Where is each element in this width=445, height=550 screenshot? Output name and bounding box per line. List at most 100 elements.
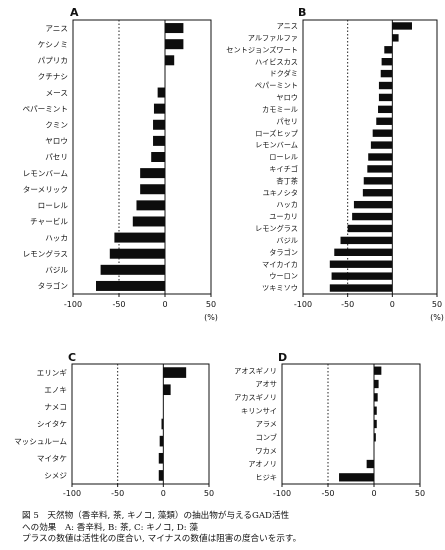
plot-frame xyxy=(302,19,438,295)
bar xyxy=(353,200,393,209)
bar xyxy=(374,406,377,415)
bar xyxy=(153,135,165,146)
category-label: レモングラス xyxy=(23,248,68,258)
category-label: レモングラス xyxy=(255,224,298,233)
bar xyxy=(165,39,184,50)
x-tick-label: -100 xyxy=(294,300,312,309)
bar xyxy=(158,452,164,464)
x-tick-label: 0 xyxy=(390,300,395,309)
bar xyxy=(347,224,393,233)
bar xyxy=(378,93,393,102)
caption-line-2: への効果 A: 香辛料, B: 茶, C: キノコ, D: 藻 xyxy=(22,522,199,533)
category-label: エリンギ xyxy=(37,368,68,377)
x-tick-label: 50 xyxy=(432,300,442,309)
category-label: ヤロウ xyxy=(276,93,298,102)
bar xyxy=(367,165,393,173)
category-label: アニス xyxy=(277,22,298,31)
bar xyxy=(374,393,378,402)
category-label: ユーカリ xyxy=(269,212,298,221)
x-tick-label: -50 xyxy=(321,489,334,498)
x-tick-label: 50 xyxy=(415,489,425,498)
bar xyxy=(151,152,165,162)
bar xyxy=(159,435,164,447)
category-label: ハイビスカス xyxy=(255,57,298,66)
bar xyxy=(378,81,393,90)
category-label: ウーロン xyxy=(269,272,298,281)
bar xyxy=(380,69,393,78)
chart-panel-b: Bアニスアルファルファセントジョンズワートハイビスカスドクダミペパーミントヤロウ… xyxy=(226,6,444,322)
category-label: アオサ xyxy=(255,380,277,389)
x-tick-label: 0 xyxy=(371,489,376,498)
bar xyxy=(372,129,393,137)
bar xyxy=(329,284,393,292)
x-tick-label: -100 xyxy=(63,489,81,498)
plot-frame xyxy=(71,363,210,485)
bar xyxy=(378,105,393,114)
category-label: ツキミソウ xyxy=(262,284,298,293)
bar xyxy=(157,87,165,98)
panel-label: B xyxy=(298,6,306,19)
x-tick-label: -50 xyxy=(111,489,124,498)
bar xyxy=(381,58,393,66)
panel-label: D xyxy=(278,351,287,364)
category-label: ハッカ xyxy=(276,200,298,209)
category-label: ローレル xyxy=(38,201,69,210)
category-label: マッシュルーム xyxy=(14,437,67,446)
category-label: タラゴン xyxy=(38,281,68,291)
x-tick-label: -50 xyxy=(112,300,125,309)
plot-frame xyxy=(281,363,421,485)
category-label: レモンバーム xyxy=(23,169,69,178)
bar xyxy=(374,366,382,375)
category-label: ローレル xyxy=(269,153,298,162)
category-label: クミン xyxy=(45,121,68,130)
x-tick-label: 50 xyxy=(204,489,214,498)
category-label: アルファルファ xyxy=(248,33,298,42)
figure-panels: Aアニスケシノミパプリカクチナシメースペパーミントクミンヤロウパセリレモンバーム… xyxy=(14,6,444,498)
category-label: パセリ xyxy=(276,117,298,126)
bar xyxy=(374,379,379,389)
chart-panel-a: Aアニスケシノミパプリカクチナシメースペパーミントクミンヤロウパセリレモンバーム… xyxy=(22,6,217,322)
x-tick-label: -100 xyxy=(273,489,291,498)
bar xyxy=(339,473,374,482)
category-label: レモンバーム xyxy=(255,141,298,150)
category-label: ドクダミ xyxy=(270,69,298,78)
bar xyxy=(362,189,393,197)
bar xyxy=(392,34,399,42)
category-label: アカスギノリ xyxy=(234,393,277,402)
x-tick-label: 0 xyxy=(161,489,166,498)
bar xyxy=(384,46,393,54)
x-tick-label: 0 xyxy=(162,300,167,309)
category-label: キイチゴ xyxy=(269,165,298,174)
caption-line-3: プラスの数値は活性化の度合い, マイナスの数値は阻害の度合いを示す。 xyxy=(22,534,302,544)
bar xyxy=(158,470,164,481)
bar xyxy=(140,168,165,179)
figure-caption: 図 5 天然物（香辛料, 茶, キノコ, 藻類）の抽出物が与えるGAD活性 への… xyxy=(22,511,442,546)
category-label: チャービル xyxy=(30,217,68,226)
category-label: カモミール xyxy=(262,105,298,114)
category-label: シイタケ xyxy=(37,420,67,429)
bar xyxy=(165,55,175,66)
bar xyxy=(161,418,164,430)
category-label: クチナシ xyxy=(38,72,68,81)
bar xyxy=(140,184,165,195)
category-label: ペパーミント xyxy=(255,81,298,90)
category-label: ペパーミント xyxy=(22,104,68,113)
category-label: アニス xyxy=(45,24,68,33)
category-label: シメジ xyxy=(44,471,67,480)
bar xyxy=(114,232,165,243)
bar xyxy=(165,23,184,34)
category-label: エノキ xyxy=(44,385,67,394)
bar xyxy=(96,280,165,291)
category-label: ユキノシタ xyxy=(263,188,298,197)
bar xyxy=(132,216,165,227)
x-tick-label: -100 xyxy=(64,300,82,309)
category-label: ローズヒップ xyxy=(255,129,299,138)
category-label: バジル xyxy=(276,236,298,245)
category-label: マイタケ xyxy=(37,454,67,463)
x-axis-unit-label: (%) xyxy=(430,313,444,322)
bar xyxy=(392,22,412,30)
bar xyxy=(340,236,393,245)
x-axis-unit-label: (%) xyxy=(204,313,218,322)
